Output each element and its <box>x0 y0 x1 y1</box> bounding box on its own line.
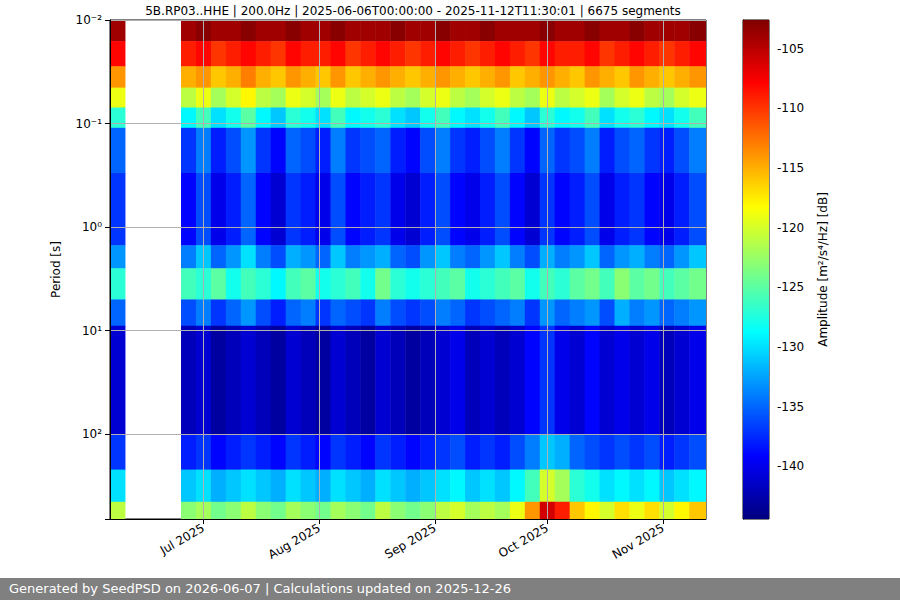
svg-text:-105: -105 <box>777 42 804 56</box>
svg-text:-125: -125 <box>777 280 804 294</box>
svg-text:Amplitude [m²/s⁴/Hz] [dB]: Amplitude [m²/s⁴/Hz] [dB] <box>816 192 830 347</box>
svg-text:Oct 2025: Oct 2025 <box>496 521 551 561</box>
svg-text:-135: -135 <box>777 400 804 414</box>
svg-text:Sep 2025: Sep 2025 <box>382 521 438 562</box>
svg-text:-115: -115 <box>777 161 804 175</box>
svg-text:5B.RP03..HHE | 200.0Hz | 2025-: 5B.RP03..HHE | 200.0Hz | 2025-06-06T00:0… <box>145 4 681 18</box>
svg-text:Jul 2025: Jul 2025 <box>157 521 207 558</box>
svg-text:10⁻¹: 10⁻¹ <box>76 117 103 131</box>
svg-text:Aug 2025: Aug 2025 <box>266 521 323 562</box>
svg-text:Nov 2025: Nov 2025 <box>610 521 667 562</box>
svg-text:10²: 10² <box>82 427 102 441</box>
svg-text:10⁻²: 10⁻² <box>76 13 103 27</box>
svg-text:10⁰: 10⁰ <box>82 220 102 234</box>
svg-text:10¹: 10¹ <box>82 324 102 338</box>
svg-text:-110: -110 <box>777 101 804 115</box>
svg-text:Generated by SeedPSD on 2026-0: Generated by SeedPSD on 2026-06-07 | Cal… <box>9 581 511 596</box>
svg-text:-120: -120 <box>777 221 804 235</box>
svg-text:Period [s]: Period [s] <box>49 241 63 298</box>
svg-text:-140: -140 <box>777 459 804 473</box>
svg-text:-130: -130 <box>777 340 804 354</box>
